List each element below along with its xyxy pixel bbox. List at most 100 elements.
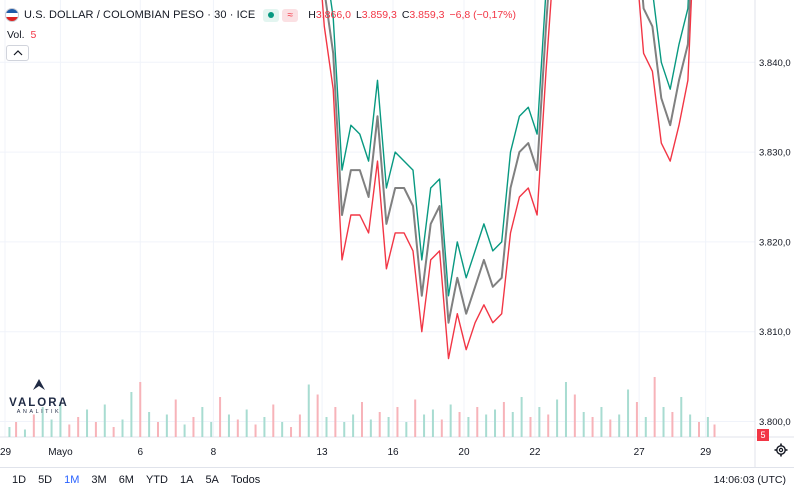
x-tick-label: 27 <box>634 447 646 458</box>
y-tick-label: 3.800,0 <box>759 417 791 428</box>
timeframe-ytd-button[interactable]: YTD <box>145 473 168 486</box>
volume-bar <box>485 414 488 437</box>
price-axis: 3.800,03.810,03.820,03.830,03.840,03.850… <box>759 58 791 428</box>
volume-bar <box>706 417 709 437</box>
x-tick-label: 16 <box>387 447 399 458</box>
ohlc-change: −6,8 (−0,17%) <box>449 9 517 21</box>
x-tick-label: 8 <box>211 447 217 458</box>
volume-bar <box>210 422 213 437</box>
volume-bar <box>281 422 284 437</box>
volume-bar <box>680 397 683 437</box>
ohlc-close: C3.859,3 <box>401 9 445 21</box>
volume-bar <box>689 414 692 437</box>
x-tick-label: Mayo <box>48 447 73 458</box>
volume-bar <box>8 427 11 437</box>
y-tick-label: 3.810,0 <box>759 327 791 338</box>
timeframe-5a-button[interactable]: 5A <box>205 473 219 486</box>
volume-bar <box>653 377 656 437</box>
volume-bar <box>440 419 443 437</box>
volume-bar <box>573 394 576 437</box>
volume-histogram <box>8 377 716 437</box>
volume-bar <box>627 389 630 437</box>
market-status-icon[interactable] <box>263 8 280 22</box>
series-high-line <box>330 0 689 297</box>
volume-bar <box>414 399 417 437</box>
volume-bar <box>32 414 35 437</box>
y-tick-label: 3.820,0 <box>759 237 791 248</box>
volume-bar <box>263 417 266 437</box>
volume-bar <box>77 417 80 437</box>
logo-name: VALORA <box>9 397 69 409</box>
volume-bar <box>494 409 497 437</box>
volume-bar <box>236 419 239 437</box>
timeframe-3m-button[interactable]: 3M <box>91 473 107 486</box>
volume-bar <box>290 427 293 437</box>
timeframe-6m-button[interactable]: 6M <box>118 473 134 486</box>
volume-bar <box>156 422 159 437</box>
volume-bar <box>298 414 301 437</box>
volume-bar <box>476 407 479 437</box>
volume-bar <box>50 419 53 437</box>
x-tick-label: 29 <box>700 447 712 458</box>
chevron-up-icon <box>13 50 22 56</box>
volume-bar <box>369 419 372 437</box>
volume-bar <box>564 382 567 437</box>
volume-bar <box>458 412 461 437</box>
volume-bar <box>183 424 186 437</box>
volume-bar <box>121 419 124 437</box>
volume-bar <box>192 417 195 437</box>
x-tick-label: 13 <box>317 447 329 458</box>
volume-bar <box>352 414 355 437</box>
volume-bar <box>644 417 647 437</box>
volume-bar <box>245 409 248 437</box>
symbol-title[interactable]: U.S. DOLLAR / COLOMBIAN PESO · 30 · ICE <box>24 9 256 21</box>
valora-logo: VALORA ANALITIK <box>8 378 70 415</box>
ohlc-high: H3.866,0 <box>308 9 351 21</box>
timeframe-1a-button[interactable]: 1A <box>179 473 194 486</box>
volume-bar <box>547 414 550 437</box>
volume-bar <box>103 404 106 437</box>
volume-bar <box>600 407 603 437</box>
timeframe-todos-button[interactable]: Todos <box>230 473 261 486</box>
volume-bar <box>635 402 638 437</box>
volume-bar <box>502 402 505 437</box>
gear-icon[interactable] <box>774 443 788 457</box>
timeframe-1d-button[interactable]: 1D <box>12 473 27 486</box>
ohlc-low: L3.859,3 <box>355 9 397 21</box>
y-tick-label: 3.830,0 <box>759 148 791 159</box>
logo-mark-icon <box>33 379 45 390</box>
collapse-legend-button[interactable] <box>6 45 29 61</box>
volume-bar <box>405 422 408 437</box>
price-series <box>321 0 693 360</box>
data-source-icon[interactable]: ≈ <box>282 8 299 22</box>
chart-legend: U.S. DOLLAR / COLOMBIAN PESO · 30 · ICE … <box>5 7 521 23</box>
time-axis: 29 Mayo 6 8 13 16 20 22 27 29 <box>0 447 712 458</box>
clock-readout[interactable]: 14:06:03 (UTC) <box>713 474 786 486</box>
volume-bar <box>139 382 142 437</box>
volume-bar <box>254 424 257 437</box>
volume-bar <box>165 414 168 437</box>
volume-bar <box>387 417 390 437</box>
volume-bar <box>511 412 514 437</box>
timeframe-1m-button[interactable]: 1M <box>64 473 80 486</box>
volume-bar <box>307 384 310 437</box>
volume-bar <box>41 407 44 437</box>
x-tick-label: 20 <box>458 447 470 458</box>
volume-bar <box>94 422 97 437</box>
x-tick-label: 6 <box>137 447 143 458</box>
volume-bar <box>23 429 26 437</box>
volume-label: Vol. <box>7 29 25 41</box>
flag-icon <box>5 8 19 22</box>
volume-bar <box>431 409 434 437</box>
volume-bar <box>538 407 541 437</box>
volume-bar <box>698 422 701 437</box>
volume-bar <box>174 399 177 437</box>
volume-bar <box>272 404 275 437</box>
series-low-line <box>321 0 693 360</box>
volume-bar <box>662 407 665 437</box>
volume-bar <box>59 402 62 437</box>
timeframe-5d-button[interactable]: 5D <box>38 473 53 486</box>
volume-bar <box>582 412 585 437</box>
volume-bar <box>112 427 115 437</box>
